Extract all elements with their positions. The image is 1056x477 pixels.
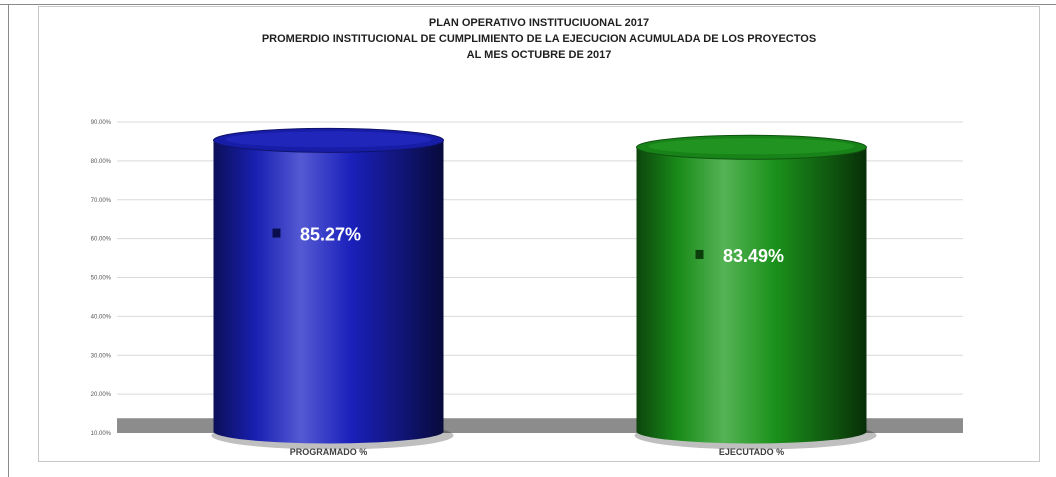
x-category-label: PROGRAMADO %	[290, 447, 368, 457]
chart-title: PLAN OPERATIVO INSTITUCIUONAL 2017 PROME…	[39, 15, 1039, 63]
y-tick-label: 10.00%	[91, 431, 112, 437]
plot-area: 10.00% 20.00% 30.00% 40.00% 50.00% 60.00% 70.0…	[91, 120, 963, 457]
y-tick-label: 80.00%	[91, 159, 112, 165]
x-category-label: EJECUTADO %	[719, 447, 784, 457]
chart-title-line-3: AL MES OCTUBRE DE 2017	[466, 49, 612, 61]
chart-title-line-1: PLAN OPERATIVO INSTITUCIUONAL 2017	[428, 17, 650, 29]
y-tick-label: 40.00%	[91, 314, 112, 320]
bar-programado	[211, 127, 454, 450]
y-tick-label: 30.00%	[91, 353, 112, 359]
window-frame-top	[0, 4, 1056, 5]
y-tick-label: 20.00%	[91, 392, 112, 398]
data-label-marker	[272, 228, 281, 238]
data-label: 83.49%	[723, 246, 784, 266]
bar-ejecutado	[634, 134, 877, 450]
y-tick-label: 60.00%	[91, 237, 112, 243]
data-label-marker	[695, 249, 704, 259]
y-tick-label: 50.00%	[91, 276, 112, 282]
chart-area: PLAN OPERATIVO INSTITUCIUONAL 2017 PROME…	[38, 6, 1040, 462]
data-label: 85.27%	[300, 225, 361, 245]
window-frame-left	[8, 4, 9, 477]
y-tick-label: 90.00%	[91, 120, 112, 126]
chart-title-line-2: PROMERDIO INSTITUCIONAL DE CUMPLIMIENTO …	[261, 33, 817, 45]
y-tick-label: 70.00%	[91, 198, 112, 204]
